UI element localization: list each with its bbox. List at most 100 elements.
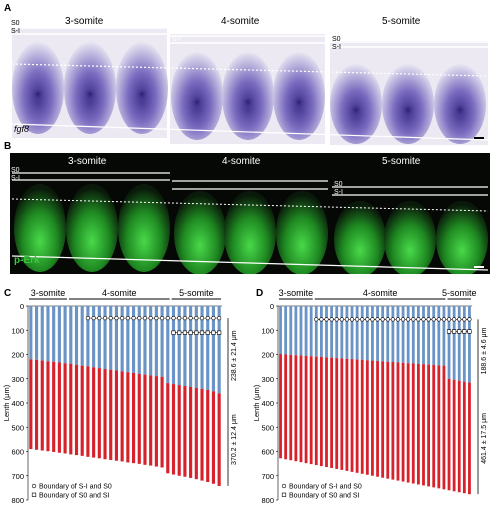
annot-lower: 370.2 ± 12.4 μm [231,414,238,465]
bar-blue [126,306,130,373]
legend-square [281,492,287,497]
marker-circle [91,316,96,321]
marker-circle [131,316,136,321]
label-s0: S0 [11,20,20,27]
panel-b-image: 3-somite 4-somite 5-somite S0 S-I S0 S-I… [10,153,490,274]
label-b-s1: S-I [11,175,20,182]
marker-circle [125,316,130,321]
label-b-s0: S0 [11,167,20,174]
bar-red [189,386,193,478]
marker-circle [171,316,176,321]
bar-blue [360,306,364,360]
marker-square [452,329,457,334]
y-tick-label: 500 [11,423,24,432]
marker-label: p-Erk [14,255,40,266]
marker-square [446,329,452,334]
marker-circle [416,317,421,322]
scale-bar-b [474,266,484,268]
bar-blue [40,306,44,361]
y-tick-label: 200 [261,351,274,360]
bar-red [437,365,441,489]
marker-circle [360,317,365,322]
y-tick-label: 0 [270,302,274,311]
marker-circle [426,317,431,322]
bar-red [143,374,147,465]
chart-d: 0 100 200 300 400 500 600 700 800 Lenth (μm) 3-som… [252,288,488,505]
bar-red [376,361,379,477]
marker-circle [467,317,472,322]
bar-red [427,364,431,487]
bar-red [340,358,344,470]
y-tick-label: 600 [11,448,24,457]
label-s0-5: S0 [332,36,341,43]
bar-red [386,361,390,479]
bar-blue [97,306,101,369]
bar-red [194,387,198,480]
label-b-s0-5: S0 [334,181,343,188]
bar-red [57,362,61,453]
stage-header: 5-somite [442,288,477,298]
stage-header: 5-somite [179,288,214,298]
chart-c: 0 100 200 300 400 500 600 700 800 Lenth (μm) 3-som… [2,288,238,505]
bar-blue [160,306,164,377]
panel-d-letter: D [256,288,264,299]
marker-circle [365,317,370,322]
bar-red [422,364,425,486]
bar-blue [189,306,193,387]
label-s1: S-I [11,28,20,35]
bar-red [391,362,395,480]
bar-red [80,365,84,456]
panel-a-image: 3-somite 4-somite 5-somite S0 S-I S0 S-I… [10,16,490,145]
bar-blue [325,306,328,358]
bar-blue [345,306,349,359]
bar-blue [29,306,33,360]
marker-circle [217,316,222,321]
bar-blue [365,306,369,361]
marker-circle [400,317,406,322]
bar-red [86,366,90,457]
marker-square [194,330,199,335]
marker-square [467,329,472,334]
bar-red [74,364,79,456]
stage-label-b-4-somite: 4-somite [222,156,261,167]
bar-blue [114,306,119,371]
marker-circle [165,316,170,321]
marker-circle [421,317,426,322]
marker-circle [159,316,165,321]
marker-circle [188,316,193,321]
y-tick-label: 500 [261,423,274,432]
bar-red [462,381,466,494]
bar-blue [422,306,425,365]
marker-circle [199,316,205,321]
bar-red [309,356,313,465]
bar-blue [177,306,181,386]
annot-upper: 188.6 ± 4.6 μm [481,327,488,374]
embryo-group-4-somite [170,34,325,144]
y-tick-label: 300 [11,375,24,384]
bar-red [120,371,124,462]
bar-blue [200,306,204,389]
bar-blue [211,306,216,392]
bar-blue [330,306,334,358]
bar-blue [34,306,39,360]
bar-blue [319,306,323,357]
marker-square [217,330,222,335]
marker-circle [329,317,334,322]
marker-circle [108,316,113,321]
stage-header: 4-somite [363,288,398,298]
y-tick-label: 600 [261,448,274,457]
marker-circle [411,317,416,322]
marker-square [182,330,188,335]
y-tick-label: 800 [11,496,24,505]
bar-red [360,359,364,474]
stage-label-3-somite: 3-somite [65,16,104,27]
marker-circle [385,317,390,322]
gene-label: fgf8 [14,124,30,134]
marker-circle [446,317,452,322]
bar-red [200,388,204,481]
stage-header: 3-somite [279,288,314,298]
marker-square [462,329,467,334]
bar-red [304,355,308,464]
marker-circle [441,317,447,322]
marker-circle [462,317,467,322]
